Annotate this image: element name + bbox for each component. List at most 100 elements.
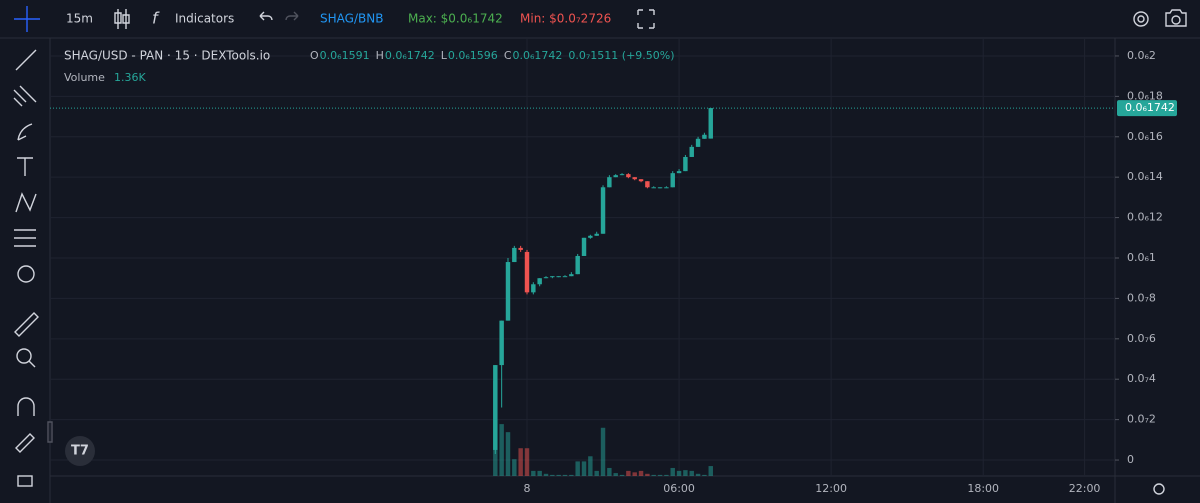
volume-bar bbox=[543, 473, 549, 476]
y-tick-label: 0.0₆2 bbox=[1127, 49, 1156, 62]
crosshair-icon[interactable] bbox=[14, 6, 40, 32]
volume-bar bbox=[651, 474, 656, 476]
left-toolbar bbox=[13, 38, 53, 503]
last-price-box bbox=[1117, 100, 1177, 117]
volume-value: 1.36K bbox=[114, 71, 146, 84]
candle-body bbox=[683, 156, 688, 172]
volume-bar bbox=[702, 474, 707, 476]
undo-icon[interactable] bbox=[259, 11, 273, 21]
volume-bar bbox=[569, 474, 574, 476]
lock-tool[interactable] bbox=[17, 475, 33, 487]
volume-bar bbox=[588, 456, 593, 476]
candle-body bbox=[594, 233, 599, 236]
volume-bar bbox=[550, 474, 555, 476]
candle-body bbox=[664, 187, 669, 189]
candle-body bbox=[651, 187, 656, 189]
settings-icon[interactable] bbox=[1133, 11, 1149, 27]
indicators[interactable]: Indicators bbox=[175, 12, 234, 26]
pattern-tool[interactable] bbox=[15, 192, 37, 213]
volume-bar bbox=[505, 432, 511, 476]
x-tick-label: 18:00 bbox=[967, 482, 999, 495]
y-tick-label: 0.0₆12 bbox=[1127, 211, 1163, 224]
volume-bar bbox=[512, 459, 517, 476]
fx-icon[interactable]: f bbox=[152, 9, 160, 28]
brush-tool[interactable] bbox=[17, 123, 33, 141]
candle-body bbox=[613, 175, 618, 178]
top-toolbar: 15m f Indicators SHAG/BNB Max: $0.0₆1742… bbox=[0, 6, 1200, 39]
volume-key: Volume bbox=[64, 71, 105, 84]
candle-body bbox=[619, 174, 625, 176]
y-tick-label: 0.0₇4 bbox=[1127, 372, 1156, 385]
zoom-handle bbox=[28, 360, 36, 368]
text-tool[interactable] bbox=[17, 157, 33, 176]
legend-symbol: SHAG/USD - PAN · 15 · DEXTools.io bbox=[64, 49, 270, 63]
legend-value: 0.0₆1591 bbox=[320, 49, 370, 62]
axis-settings-icon[interactable] bbox=[1153, 483, 1165, 495]
volume-bar bbox=[524, 448, 530, 476]
legend-key: O bbox=[310, 49, 319, 62]
x-tick-label: 12:00 bbox=[815, 482, 847, 495]
fib-tool[interactable] bbox=[13, 85, 37, 107]
volume-bar bbox=[689, 470, 694, 476]
candle-body bbox=[581, 237, 587, 256]
x-tick-label: 06:00 bbox=[663, 482, 695, 495]
prediction-tool[interactable] bbox=[14, 229, 36, 247]
candle-body bbox=[638, 179, 644, 182]
candle-body bbox=[512, 247, 517, 263]
candle-body bbox=[676, 171, 682, 174]
candle-body bbox=[537, 278, 542, 285]
candle-body bbox=[645, 181, 650, 188]
y-tick-label: 0.0₆14 bbox=[1127, 170, 1163, 183]
volume-bar bbox=[518, 448, 523, 476]
candle-body bbox=[708, 108, 713, 139]
tv-logo[interactable] bbox=[65, 436, 95, 466]
fullscreen-icon[interactable] bbox=[637, 9, 655, 29]
candle-body bbox=[524, 251, 530, 293]
draw-lock-tool[interactable] bbox=[15, 433, 35, 453]
zoom-tool[interactable] bbox=[16, 348, 32, 364]
candle-body bbox=[600, 187, 606, 234]
camera-icon[interactable] bbox=[1165, 9, 1187, 27]
magnet-tool[interactable] bbox=[17, 397, 35, 416]
y-tick-label: 0.0₇2 bbox=[1127, 413, 1156, 426]
legend-value: 0.0₆1742 bbox=[385, 49, 435, 62]
legend-ohlc: O 0.0₆1591 H 0.0₆1742 L 0.0₆1596 C 0.0₆1742 0.0₇… bbox=[310, 49, 675, 62]
pair[interactable]: SHAG/BNB bbox=[320, 12, 383, 26]
candle-body bbox=[607, 177, 612, 188]
y-tick-label: 0.0₇6 bbox=[1127, 332, 1156, 345]
collapse-handle[interactable] bbox=[47, 421, 53, 443]
candle-body bbox=[632, 177, 637, 180]
candle-body bbox=[531, 284, 536, 293]
candle-body bbox=[505, 262, 511, 321]
ruler-tool[interactable] bbox=[14, 312, 39, 337]
candle-body bbox=[626, 174, 631, 178]
trendline-tool[interactable] bbox=[15, 49, 37, 71]
candle-body bbox=[550, 276, 555, 278]
x-tick-label: 22:00 bbox=[1069, 482, 1101, 495]
min-price: Min: $0.0₇2726 bbox=[520, 12, 611, 26]
volume-bar bbox=[581, 461, 587, 476]
candle-body bbox=[562, 276, 568, 278]
volume-bar bbox=[670, 467, 675, 476]
y-tick-label: 0.0₆1 bbox=[1127, 251, 1156, 264]
volume-bar bbox=[645, 473, 650, 476]
volume-bar bbox=[531, 470, 536, 476]
candle-body bbox=[575, 255, 580, 275]
max-price: Max: $0.0₆1742 bbox=[408, 12, 503, 26]
candle-body bbox=[518, 247, 523, 250]
chart-type-icon[interactable] bbox=[114, 9, 130, 29]
tv-logo-text: T7 bbox=[71, 444, 89, 459]
volume-bar bbox=[638, 470, 644, 476]
y-tick-label: 0.0₇8 bbox=[1127, 291, 1156, 304]
candle-body bbox=[695, 138, 701, 147]
candle-body bbox=[569, 274, 574, 277]
volume-bar bbox=[683, 470, 688, 476]
y-tick-label: 0.0₆16 bbox=[1127, 130, 1163, 143]
legend-key: H bbox=[376, 49, 384, 62]
y-tick-label: 0.0₆18 bbox=[1127, 89, 1163, 102]
settings-icon-center bbox=[1137, 15, 1145, 23]
emoji-tool[interactable] bbox=[17, 265, 35, 283]
grid: 0 0.0₇2 0.0₇4 0.0₇6 0.0₇8 0.0₆1 0.0₆12 0.0₆14 0.… bbox=[50, 38, 1163, 495]
interval[interactable]: 15m bbox=[66, 12, 93, 26]
